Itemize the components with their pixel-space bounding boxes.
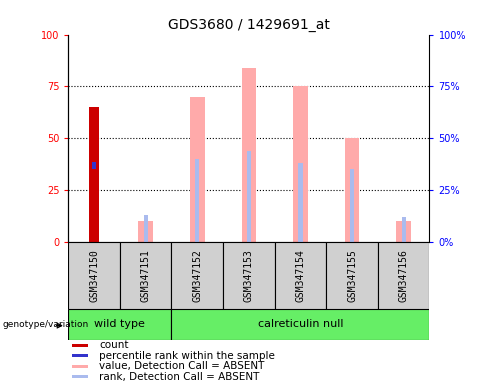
Bar — [402, 217, 406, 242]
Text: wild type: wild type — [95, 319, 145, 329]
Text: GSM347150: GSM347150 — [89, 249, 99, 302]
Bar — [143, 215, 148, 242]
Text: GSM347152: GSM347152 — [192, 249, 203, 302]
Bar — [298, 163, 303, 242]
Bar — [73, 354, 88, 357]
Text: value, Detection Call = ABSENT: value, Detection Call = ABSENT — [100, 361, 265, 371]
Bar — [68, 242, 120, 309]
Bar — [378, 242, 429, 309]
Bar — [171, 309, 429, 340]
Bar — [73, 365, 88, 368]
Text: genotype/variation: genotype/variation — [2, 320, 89, 329]
Bar — [247, 151, 251, 242]
Text: GSM347154: GSM347154 — [295, 249, 305, 302]
Bar — [396, 221, 411, 242]
Text: percentile rank within the sample: percentile rank within the sample — [100, 351, 275, 361]
Bar — [73, 344, 88, 347]
Bar — [223, 242, 275, 309]
Bar — [73, 376, 88, 379]
Bar — [326, 242, 378, 309]
Bar — [171, 242, 223, 309]
Bar — [242, 68, 256, 242]
Bar — [190, 97, 204, 242]
Text: rank, Detection Call = ABSENT: rank, Detection Call = ABSENT — [100, 372, 260, 382]
Text: calreticulin null: calreticulin null — [258, 319, 343, 329]
Bar — [293, 86, 308, 242]
Bar — [92, 162, 96, 169]
Bar — [68, 309, 171, 340]
Bar — [89, 107, 99, 242]
Bar — [350, 169, 354, 242]
Text: GSM347153: GSM347153 — [244, 249, 254, 302]
Bar — [120, 242, 171, 309]
Bar — [139, 221, 153, 242]
Text: count: count — [100, 340, 129, 350]
Title: GDS3680 / 1429691_at: GDS3680 / 1429691_at — [168, 18, 330, 32]
Bar — [195, 159, 200, 242]
Bar — [275, 242, 326, 309]
Text: GSM347156: GSM347156 — [399, 249, 408, 302]
Text: GSM347155: GSM347155 — [347, 249, 357, 302]
Bar — [345, 138, 359, 242]
Text: GSM347151: GSM347151 — [141, 249, 151, 302]
